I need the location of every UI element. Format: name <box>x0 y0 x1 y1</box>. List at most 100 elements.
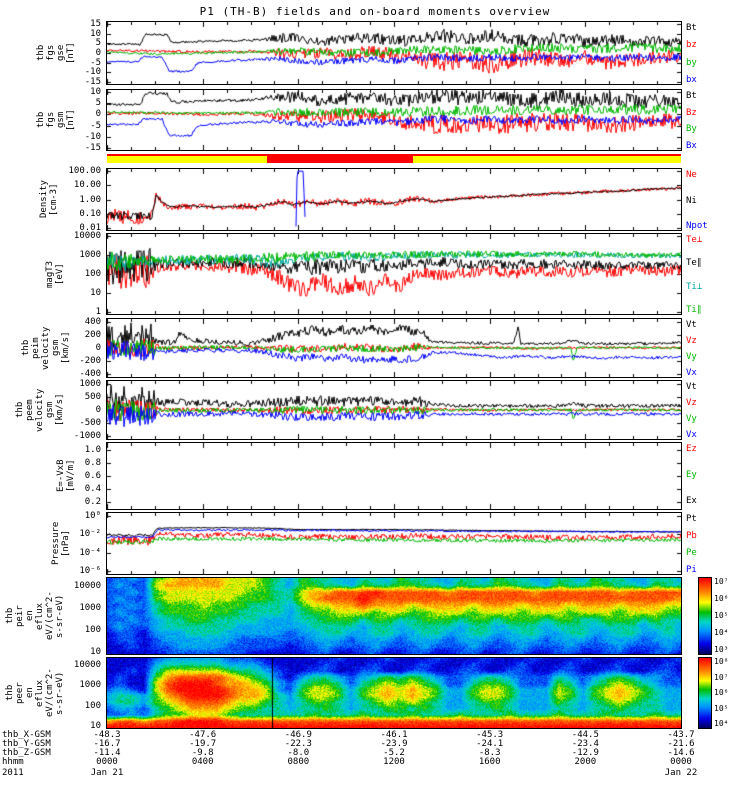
temperature-canvas <box>106 233 682 315</box>
fgs-gse-canvas <box>106 21 682 85</box>
fgs-gse-ytick: 5 <box>95 38 101 49</box>
legend-Vy: Vy <box>686 352 697 362</box>
peer-spec-ytick: 100 <box>84 700 101 711</box>
fgs-gsm-ytick: -10 <box>84 131 101 142</box>
temperature-ytick: 100 <box>84 269 101 279</box>
footer-row-label: thb_Z-GSM <box>2 748 51 758</box>
footer-value: -44.5 <box>571 730 599 740</box>
footer-value: -48.3 <box>93 730 121 740</box>
peim-velocity-ytick: -400 <box>79 368 101 379</box>
temperature-ytick: 1 <box>95 307 101 318</box>
legend-bx: bx <box>686 75 697 85</box>
efield-ytick: 1.0 <box>84 444 101 455</box>
footer-value: -21.6 <box>667 739 695 749</box>
peim-velocity-ytick: 200 <box>84 330 101 341</box>
fgs-gse-ytick: 10 <box>90 28 101 39</box>
pressure-canvas <box>106 512 682 575</box>
density-ytick: 100.00 <box>68 166 101 177</box>
legend-Pi: Pi <box>686 565 697 575</box>
legend-Bt: Bt <box>686 91 697 101</box>
footer-value: 0800 <box>287 757 310 767</box>
legend-Vz: Vz <box>686 336 697 346</box>
footer-value: 1200 <box>383 757 405 767</box>
legend-Bt: Bt <box>686 23 697 33</box>
legend-Vx: Vx <box>686 430 697 440</box>
fgs-gsm-canvas <box>106 89 682 151</box>
legend-Npot: Npot <box>686 221 708 231</box>
footer-value: -47.6 <box>189 730 217 740</box>
temperature-ytick: 10 <box>90 288 101 299</box>
footer-value: 2000 <box>574 757 597 767</box>
legend-Vy: Vy <box>686 414 697 424</box>
peer-spec-ytick: 10000 <box>73 660 101 671</box>
legend-By: By <box>686 124 697 135</box>
pressure-ytick: 10⁰ <box>84 510 101 521</box>
legend-Ne: Ne <box>686 170 697 180</box>
temperature-ytick: 1000 <box>79 249 101 260</box>
legend-Ti∥: Ti∥ <box>686 305 702 315</box>
fgs-gse-ytick: -15 <box>84 77 101 88</box>
peim-velocity-ytick: 400 <box>84 317 101 328</box>
footer-year: 2011 <box>2 768 24 778</box>
peem-velocity-canvas <box>106 380 682 440</box>
footer-value: -5.2 <box>383 748 405 758</box>
legend-Vx: Vx <box>686 368 697 378</box>
legend-Ex: Ex <box>686 496 697 506</box>
peir-spec-colorbar-tick: 10³ <box>714 645 729 654</box>
pressure-ytick: 10⁻⁶ <box>79 566 101 577</box>
footer-row-label: thb_X-GSM <box>2 730 51 740</box>
efield-ytick: 0.8 <box>84 457 101 468</box>
density-ytick: 1.00 <box>79 194 101 205</box>
footer-row-label: thb_Y-GSM <box>2 739 51 749</box>
peem-velocity-ytick: 1000 <box>79 378 101 389</box>
footer-value: -46.9 <box>284 730 312 740</box>
legend-Pb: Pb <box>686 531 697 541</box>
fgs-gsm-ytick: 0 <box>95 109 101 120</box>
peir-spec-ytick: 10000 <box>73 580 101 591</box>
legend-Ti⊥: Ti⊥ <box>686 281 703 292</box>
footer-value: -22.3 <box>284 739 312 749</box>
density-canvas <box>106 168 682 231</box>
legend-Te∥: Te∥ <box>686 258 702 269</box>
peim-velocity-ytick: -200 <box>79 355 101 366</box>
legend-Ez: Ez <box>686 444 697 454</box>
efield-ytick: 0.4 <box>84 484 101 495</box>
pressure-ytick: 10⁻² <box>79 529 101 540</box>
peir-spec-ytick: 10 <box>90 646 101 657</box>
legend-Vt: Vt <box>686 382 697 392</box>
efield-ytick: 0.6 <box>84 471 101 481</box>
pressure-ytick: 10⁻⁴ <box>79 547 101 558</box>
fgs-gse-ytick: 0 <box>95 48 101 58</box>
peer-spec-colorbar-tick: 10⁵ <box>714 703 729 713</box>
peir-spec-colorbar-tick: 10⁷ <box>714 577 729 586</box>
peem-velocity-ytick: 500 <box>84 391 101 402</box>
legend-by: by <box>686 57 697 68</box>
footer-value: -24.1 <box>476 739 504 749</box>
footer-value: -9.8 <box>191 748 214 758</box>
peer-spec-colorbar-tick: 10⁴ <box>714 719 729 728</box>
peir-spec-ytick: 1000 <box>79 602 101 613</box>
footer-value: -46.1 <box>380 730 408 740</box>
legend-Vz: Vz <box>686 398 697 408</box>
footer-value: -14.6 <box>667 748 695 758</box>
legend-Pe: Pe <box>686 548 697 558</box>
peer-spec-colorbar-tick: 10⁷ <box>714 672 729 682</box>
peir-spec-colorbar-tick: 10⁴ <box>714 628 729 637</box>
density-ytick: 0.01 <box>79 222 101 233</box>
peer-spec-ytick: 1000 <box>79 680 101 691</box>
footer-date-start: Jan 21 <box>90 768 124 778</box>
peim-velocity-canvas <box>106 318 682 378</box>
fgs-gsm-ytick: -5 <box>90 120 101 131</box>
peim-velocity-ytick: 0 <box>95 343 101 353</box>
peem-velocity-ytick: -1000 <box>73 431 101 442</box>
density-ytick: 10.00 <box>73 180 101 191</box>
peer-spec-ytick: 10 <box>90 720 101 731</box>
status-bar-segment <box>267 154 414 163</box>
footer-row-label: hhmm <box>2 757 24 767</box>
peer-spec-colorbar-tick: 10⁸ <box>714 657 729 666</box>
peir-spec-ytick: 100 <box>84 624 101 635</box>
legend-Bz: Bz <box>686 107 697 118</box>
